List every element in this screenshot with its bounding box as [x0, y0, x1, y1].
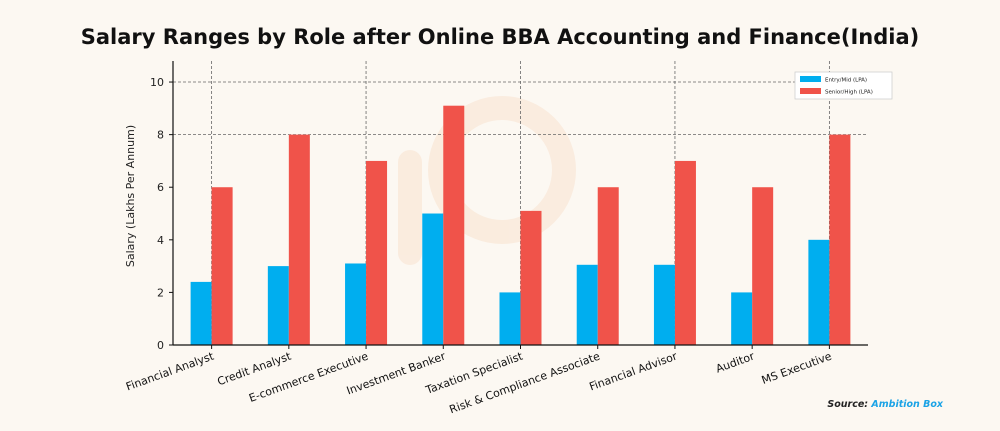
bar-entry-4 — [499, 292, 521, 345]
source-label: Source: — [827, 399, 868, 410]
x-tick-label-8: MS Executive — [760, 350, 834, 387]
y-tick-label: 8 — [157, 129, 164, 142]
legend-label-senior: Senior/High (LPA) — [825, 90, 873, 96]
x-tick-label-7: Auditor — [714, 349, 757, 375]
bar-entry-5 — [576, 264, 598, 345]
legend-swatch-entry — [800, 76, 821, 82]
x-tick-label-0: Financial Analyst — [124, 349, 216, 393]
bar-senior-7 — [752, 187, 774, 345]
bar-senior-2 — [366, 160, 388, 345]
x-tick-label-6: Financial Advisor — [588, 349, 680, 393]
y-tick-label: 10 — [150, 76, 164, 89]
x-ticks: Financial Analyst Credit AnalystE-commerc… — [124, 345, 834, 417]
bar-entry-1 — [267, 266, 289, 345]
bars — [190, 105, 851, 345]
y-axis-label: Salary (Lakhs Per Annum) — [124, 125, 137, 267]
legend: Entry/Mid (LPA) Senior/High (LPA) — [794, 71, 893, 100]
y-tick-label: 4 — [157, 234, 164, 247]
y-tick-label: 0 — [157, 339, 164, 352]
legend-label-entry: Entry/Mid (LPA) — [825, 78, 867, 84]
legend-swatch-senior — [800, 88, 821, 94]
bar-senior-4 — [520, 210, 542, 345]
chart-title: Salary Ranges by Role after Online BBA A… — [81, 25, 919, 49]
y-tick-label: 2 — [157, 286, 164, 299]
bar-entry-7 — [731, 292, 753, 345]
source-note: Source: Ambition Box — [827, 399, 943, 410]
bar-senior-6 — [674, 160, 696, 345]
source-name: Ambition Box — [870, 399, 943, 410]
bar-senior-5 — [597, 187, 619, 345]
bar-senior-3 — [443, 105, 465, 345]
watermark — [398, 96, 576, 265]
bar-entry-3 — [422, 213, 444, 345]
bar-senior-8 — [829, 134, 851, 345]
bar-entry-8 — [808, 239, 830, 345]
bar-senior-1 — [288, 134, 310, 345]
x-tick-label-5: Risk & Compliance Associate — [448, 350, 602, 417]
y-ticks: 0 2 4 6 8 10 — [150, 76, 173, 352]
bar-entry-6 — [653, 264, 675, 345]
bar-entry-0 — [190, 281, 212, 345]
bar-entry-2 — [345, 263, 367, 345]
y-tick-label: 6 — [157, 181, 164, 194]
bar-senior-0 — [211, 187, 233, 345]
